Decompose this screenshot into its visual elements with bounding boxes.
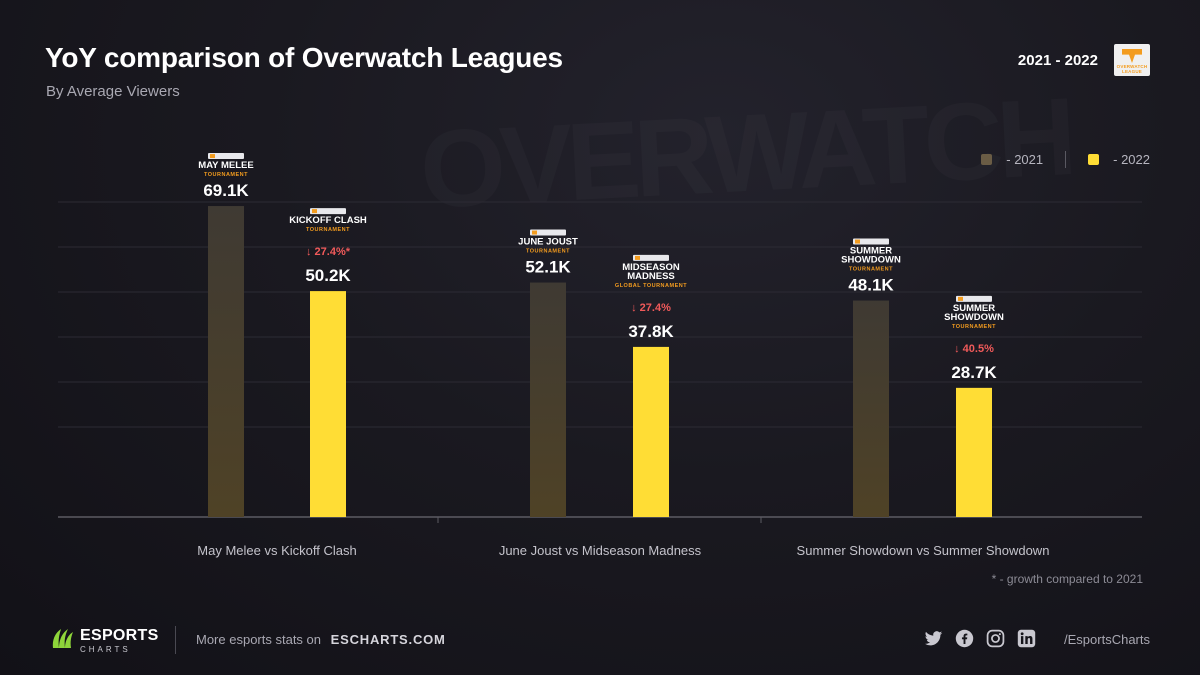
brand-name-top: ESPORTS [80, 627, 159, 644]
brand-name-bottom: CHARTS [80, 645, 131, 654]
event-tag-label: TOURNAMENT [306, 227, 350, 233]
bar-2022 [633, 346, 669, 517]
social-links [924, 629, 1036, 648]
owl-logo-text: OVERWATCH LEAGUE [1116, 64, 1148, 74]
promo-text: More esports stats on ESCHARTS.COM [196, 632, 446, 647]
legend-item-2022: - 2022 [1088, 152, 1150, 167]
event-name-label: MAY MELEE [198, 160, 253, 171]
event-name-label: SUMMER [953, 303, 995, 314]
event-name-label: KICKOFF CLASH [289, 215, 367, 226]
legend-label-2022: - 2022 [1113, 152, 1150, 167]
event-logo-mark [210, 154, 215, 159]
data-label: 28.7K [951, 363, 997, 382]
social-handle[interactable]: /EsportsCharts [1064, 632, 1150, 647]
instagram-icon[interactable] [986, 629, 1005, 648]
x-tick-label: Summer Showdown vs Summer Showdown [797, 543, 1050, 558]
event-logo-mark [855, 239, 860, 244]
event-name-label: MIDSEASON [622, 262, 680, 273]
legend-swatch-2021 [981, 154, 993, 165]
period-label: 2021 - 2022 [1017, 52, 1098, 69]
footer-divider [175, 626, 176, 654]
event-logo-bar [853, 238, 889, 245]
event-logo-mark [532, 230, 537, 235]
event-logo-bar [208, 153, 244, 160]
data-label: 50.2K [305, 266, 351, 285]
linkedin-icon[interactable] [1017, 629, 1036, 648]
bar-2021 [208, 206, 244, 518]
change-label: ↓ 27.4% [631, 302, 671, 314]
legend-item-2021: - 2021 [981, 152, 1043, 167]
change-label: ↓ 40.5% [954, 343, 994, 355]
bar-2022 [956, 387, 992, 517]
footnote: * - growth compared to 2021 [991, 572, 1143, 586]
event-logo-bar [530, 229, 566, 236]
facebook-icon[interactable] [955, 629, 974, 648]
footer: ESPORTS CHARTS More esports stats on ESC… [0, 622, 1200, 658]
legend-label-2021: - 2021 [1006, 152, 1044, 167]
legend-divider [1065, 151, 1067, 168]
promo-site-link[interactable]: ESCHARTS.COM [330, 632, 446, 647]
event-name-label: MADNESS [627, 271, 675, 282]
event-tag-label: TOURNAMENT [204, 172, 248, 178]
event-logo-mark [312, 209, 317, 214]
legend-swatch-2022 [1088, 154, 1100, 165]
promo-label: More esports stats on [196, 632, 321, 647]
event-logo-bar [956, 295, 992, 302]
event-name-label: SUMMER [850, 246, 892, 257]
data-label: 69.1K [203, 181, 249, 200]
event-name-label: SHOWDOWN [944, 312, 1004, 323]
twitter-icon[interactable] [924, 629, 943, 648]
event-tag-label: GLOBAL TOURNAMENT [615, 283, 687, 289]
bar-2022 [310, 291, 346, 517]
esports-charts-leaf-icon [52, 629, 73, 648]
event-logo-mark [635, 255, 640, 260]
x-tick-label: June Joust vs Midseason Madness [499, 543, 702, 558]
x-tick-label: May Melee vs Kickoff Clash [197, 543, 356, 558]
change-label: ↓ 27.4%* [306, 246, 351, 258]
bar-2021 [530, 282, 566, 517]
legend: - 2021 - 2022 [981, 151, 1150, 168]
event-logo-bar [310, 208, 346, 215]
chart-title: YoY comparison of Overwatch Leagues [45, 42, 563, 73]
event-name-label: JUNE JOUST [518, 237, 578, 248]
event-logo-bar [633, 254, 669, 261]
event-tag-label: TOURNAMENT [952, 324, 996, 330]
event-tag-label: TOURNAMENT [526, 249, 570, 255]
data-label: 52.1K [525, 258, 571, 277]
bar-chart: May Melee vs Kickoff Clash June Joust vs … [58, 153, 1142, 558]
data-label: 37.8K [628, 322, 674, 341]
overwatch-league-logo: OVERWATCH LEAGUE [1114, 44, 1150, 76]
data-label: 48.1K [848, 276, 894, 295]
event-tag-label: TOURNAMENT [849, 267, 893, 273]
event-name-label: SHOWDOWN [841, 255, 901, 266]
chart-subtitle: By Average Viewers [46, 83, 180, 100]
bar-2021 [853, 300, 889, 517]
esports-charts-logo[interactable]: ESPORTS CHARTS [50, 622, 160, 658]
event-logo-mark [958, 296, 963, 301]
